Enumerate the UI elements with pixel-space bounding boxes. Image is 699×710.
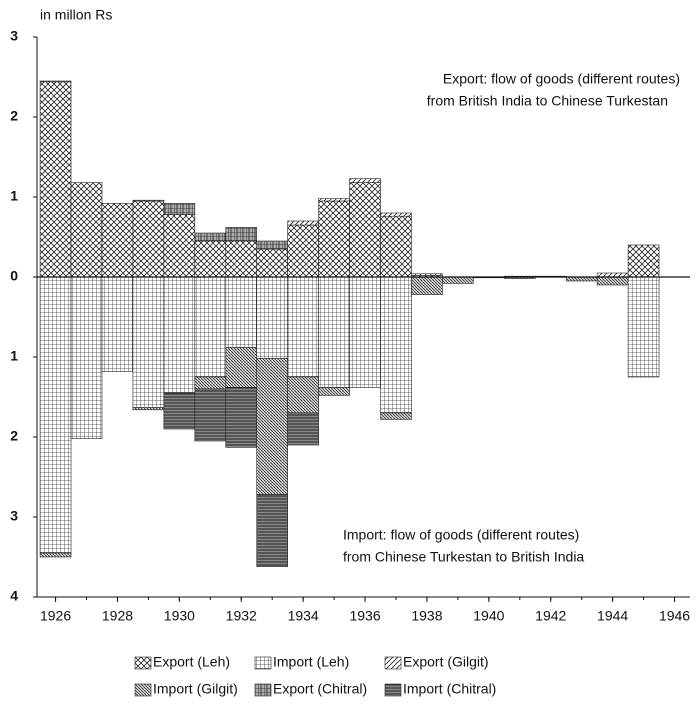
legend-label: Export (Gilgit): [403, 654, 489, 670]
x-tick-label: 1934: [288, 608, 319, 624]
bar-segment: [349, 178, 381, 183]
bar-segment: [256, 494, 288, 567]
annotation: from Chinese Turkestan to British India: [343, 549, 584, 565]
bar-segment: [380, 215, 412, 278]
annotation: from British India to Chinese Turkestan: [427, 93, 668, 109]
bar-segment: [287, 220, 319, 226]
bar-segment: [132, 407, 165, 411]
bar-segment: [256, 276, 288, 359]
legend-label: Import (Leh): [273, 654, 349, 670]
unit-label: in millon Rs: [40, 7, 112, 23]
x-tick-label: 1944: [597, 608, 628, 624]
x-tick-label: 1928: [102, 608, 133, 624]
y-tick-label: 3: [10, 28, 18, 44]
bar-segment: [596, 276, 629, 286]
bar-segment: [225, 240, 258, 278]
bar-segment: [287, 412, 319, 446]
bar-segment: [194, 232, 227, 242]
y-tick-label: 2: [10, 428, 18, 444]
legend-label: Export (Chitral): [273, 681, 367, 697]
y-tick-label: 4: [10, 588, 18, 604]
bar-segment: [287, 376, 319, 414]
bar-segment: [225, 227, 258, 242]
bar-segment: [70, 182, 103, 278]
x-tick-label: 1940: [473, 608, 504, 624]
bar-segment: [39, 81, 72, 278]
x-tick-label: 1938: [411, 608, 442, 624]
legend-label: Export (Leh): [153, 654, 230, 670]
bar-segment: [163, 392, 196, 430]
bar-segment: [256, 358, 288, 495]
x-tick-label: 1936: [349, 608, 380, 624]
bar-segment: [349, 182, 381, 278]
bar-segment: [194, 388, 227, 442]
bar-segment: [349, 276, 381, 388]
y-tick-label: 0: [10, 268, 18, 284]
bar-segment: [256, 248, 288, 278]
bar-segment: [70, 276, 103, 439]
bar-segment: [318, 387, 350, 396]
bar-segment: [256, 240, 288, 250]
bar-segment: [318, 198, 350, 202]
y-tick-label: 1: [10, 348, 18, 364]
legend-label: Import (Chitral): [403, 681, 496, 697]
bar-segment: [225, 387, 258, 448]
bar-segment: [380, 212, 412, 217]
legend-swatch: [134, 683, 152, 697]
bar-segment: [194, 276, 227, 378]
legend-swatch: [254, 683, 272, 697]
legend-swatch: [384, 683, 402, 697]
bar-segment: [163, 214, 196, 278]
bar-segment: [101, 276, 134, 372]
bar-segment: [380, 412, 412, 420]
bar-segment: [132, 199, 165, 202]
bar-segment: [39, 80, 72, 83]
x-tick-label: 1932: [226, 608, 257, 624]
x-tick-label: 1930: [164, 608, 195, 624]
bar-segment: [225, 347, 258, 388]
annotation: Import: flow of goods (different routes): [343, 527, 579, 543]
bar-segment: [411, 276, 443, 295]
x-tick-label: 1942: [535, 608, 566, 624]
annotation: Export: flow of goods (different routes): [443, 71, 680, 87]
bar-segment: [380, 276, 412, 414]
bar-segment: [101, 203, 134, 278]
bar-segment: [442, 276, 474, 284]
bar-segment: [39, 552, 72, 558]
bar-segment: [194, 376, 227, 390]
bar-segment: [411, 273, 443, 276]
bar-segment: [163, 203, 196, 215]
bar-segment: [163, 276, 196, 394]
bar-segment: [318, 200, 350, 278]
bar-segment: [627, 244, 660, 278]
bar-segment: [318, 276, 350, 388]
legend-swatch: [134, 656, 152, 670]
x-tick-label: 1946: [659, 608, 690, 624]
bar-segment: [132, 276, 165, 408]
y-tick-label: 3: [10, 508, 18, 524]
bar-segment: [627, 276, 660, 378]
legend-swatch: [254, 656, 272, 670]
bar-segment: [225, 276, 258, 348]
bar-segment: [194, 240, 227, 278]
x-tick-label: 1926: [40, 608, 71, 624]
legend-label: Import (Gilgit): [153, 681, 238, 697]
bar-segment: [39, 276, 72, 554]
y-tick-label: 2: [10, 108, 18, 124]
legend-swatch: [384, 656, 402, 670]
y-tick-label: 1: [10, 188, 18, 204]
bar-segment: [132, 200, 165, 278]
bar-segment: [287, 224, 319, 278]
bar-segment: [287, 276, 319, 378]
